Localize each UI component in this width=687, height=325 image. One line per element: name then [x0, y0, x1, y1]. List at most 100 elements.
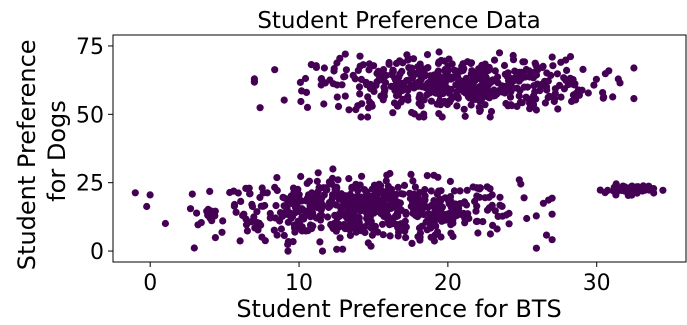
data-point	[253, 218, 261, 227]
data-point	[545, 92, 554, 100]
data-point	[352, 180, 360, 188]
data-point	[390, 83, 398, 91]
data-point	[435, 110, 443, 118]
data-point	[418, 65, 427, 74]
data-point	[250, 213, 258, 221]
data-point	[341, 92, 349, 100]
data-point	[317, 206, 325, 214]
data-point	[287, 214, 295, 222]
data-point	[408, 193, 416, 201]
data-point	[500, 61, 509, 70]
data-point	[273, 174, 281, 182]
data-point	[553, 70, 562, 78]
data-point	[447, 96, 455, 104]
data-point	[415, 113, 423, 121]
data-point	[599, 94, 607, 102]
data-point	[308, 189, 316, 197]
data-point	[298, 223, 306, 231]
data-point	[342, 66, 350, 74]
data-point	[317, 75, 326, 83]
points-layer	[131, 48, 667, 255]
data-point	[232, 208, 240, 216]
data-point	[318, 194, 326, 202]
data-point	[271, 66, 279, 74]
x-tick-label: 20	[434, 271, 462, 296]
data-point	[463, 186, 471, 194]
data-point	[416, 233, 424, 241]
data-point	[555, 81, 564, 89]
data-point	[408, 239, 416, 247]
data-point	[506, 93, 515, 101]
data-point	[614, 75, 622, 83]
data-point	[609, 93, 617, 101]
data-point	[306, 196, 314, 204]
data-point	[365, 104, 373, 112]
data-point	[566, 74, 574, 82]
data-point	[389, 109, 397, 117]
data-point	[428, 84, 436, 92]
data-point	[549, 62, 557, 70]
data-point	[254, 226, 262, 234]
data-point	[473, 95, 481, 103]
data-point	[423, 172, 431, 180]
data-point	[388, 203, 397, 212]
data-point	[261, 237, 269, 245]
data-point	[408, 108, 416, 117]
data-point	[392, 212, 401, 220]
data-point	[437, 233, 445, 241]
data-point	[256, 104, 264, 112]
data-point	[356, 52, 364, 60]
data-point	[446, 177, 454, 185]
data-point	[367, 242, 375, 250]
data-point	[211, 212, 219, 220]
data-point	[273, 186, 281, 195]
data-point	[421, 186, 429, 194]
data-point	[451, 200, 459, 208]
data-point	[287, 192, 295, 200]
y-axis-label-line-1: Student Preference	[13, 39, 41, 270]
data-point	[402, 223, 410, 231]
data-point	[530, 82, 538, 90]
data-point	[246, 190, 254, 198]
data-point	[300, 213, 308, 221]
data-point	[464, 86, 472, 94]
data-point	[584, 89, 592, 97]
data-point	[313, 177, 321, 185]
data-point	[298, 87, 306, 95]
data-point	[469, 183, 477, 191]
data-point	[370, 62, 378, 70]
data-point	[379, 231, 387, 239]
data-point	[343, 199, 351, 207]
data-point	[355, 83, 364, 91]
data-point	[360, 186, 368, 194]
data-point	[384, 215, 392, 223]
data-point	[420, 96, 428, 104]
data-point	[548, 194, 556, 202]
data-point	[377, 182, 385, 190]
data-point	[317, 81, 325, 89]
data-point	[569, 91, 578, 99]
data-point	[190, 244, 198, 252]
data-point	[403, 84, 411, 92]
data-point	[426, 220, 434, 228]
data-point	[539, 199, 548, 207]
data-point	[188, 190, 196, 198]
data-point	[273, 231, 281, 239]
data-point	[473, 217, 481, 225]
data-point	[474, 229, 482, 237]
data-point	[618, 183, 626, 191]
data-point	[386, 169, 394, 178]
data-point	[266, 214, 274, 222]
data-point	[394, 90, 402, 98]
data-point	[401, 217, 409, 225]
data-point	[531, 59, 539, 67]
data-point	[491, 207, 499, 215]
data-point	[335, 195, 343, 203]
data-point	[379, 69, 387, 77]
data-point	[367, 203, 375, 211]
data-point	[378, 196, 387, 204]
data-point	[339, 245, 347, 253]
data-point	[322, 186, 330, 194]
data-point	[468, 67, 476, 75]
